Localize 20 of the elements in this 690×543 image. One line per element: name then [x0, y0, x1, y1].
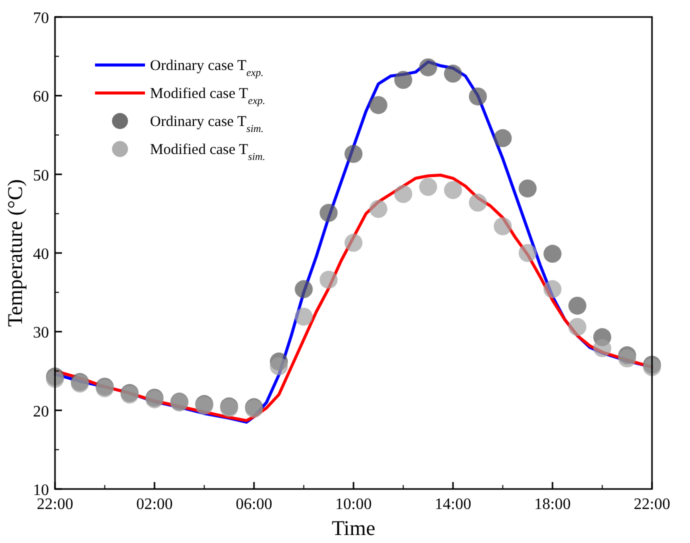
y-tick-label: 20	[33, 403, 49, 420]
legend-label: Modified case T$_{sim.}$	[150, 142, 266, 162]
x-tick-label: 06:00	[236, 496, 272, 513]
x-tick-label: 18:00	[534, 496, 571, 513]
y-tick-label: 40	[33, 246, 49, 263]
x-tick-label: 22:00	[634, 496, 670, 513]
y-axis-title: Temperature (°C)	[3, 179, 27, 327]
legend-label: Ordinary case T$_{sim.}$	[150, 114, 264, 134]
y-tick-label: 50	[33, 167, 49, 184]
x-tick-label: 10:00	[335, 496, 372, 513]
y-tick-label: 60	[33, 88, 49, 106]
x-tick-label: 02:00	[136, 496, 173, 513]
legend-label: Modified case T$_{exp.}$	[150, 86, 266, 106]
y-tick-label: 10	[33, 482, 49, 499]
legend-label: Ordinary case T$_{exp.}$	[150, 58, 264, 78]
x-tick-label: 14:00	[434, 496, 472, 513]
x-tick-label: 22:00	[36, 496, 74, 513]
y-tick-label: 30	[33, 324, 49, 342]
y-tick-label: 70	[33, 10, 49, 27]
x-axis-title: Time	[332, 516, 376, 540]
